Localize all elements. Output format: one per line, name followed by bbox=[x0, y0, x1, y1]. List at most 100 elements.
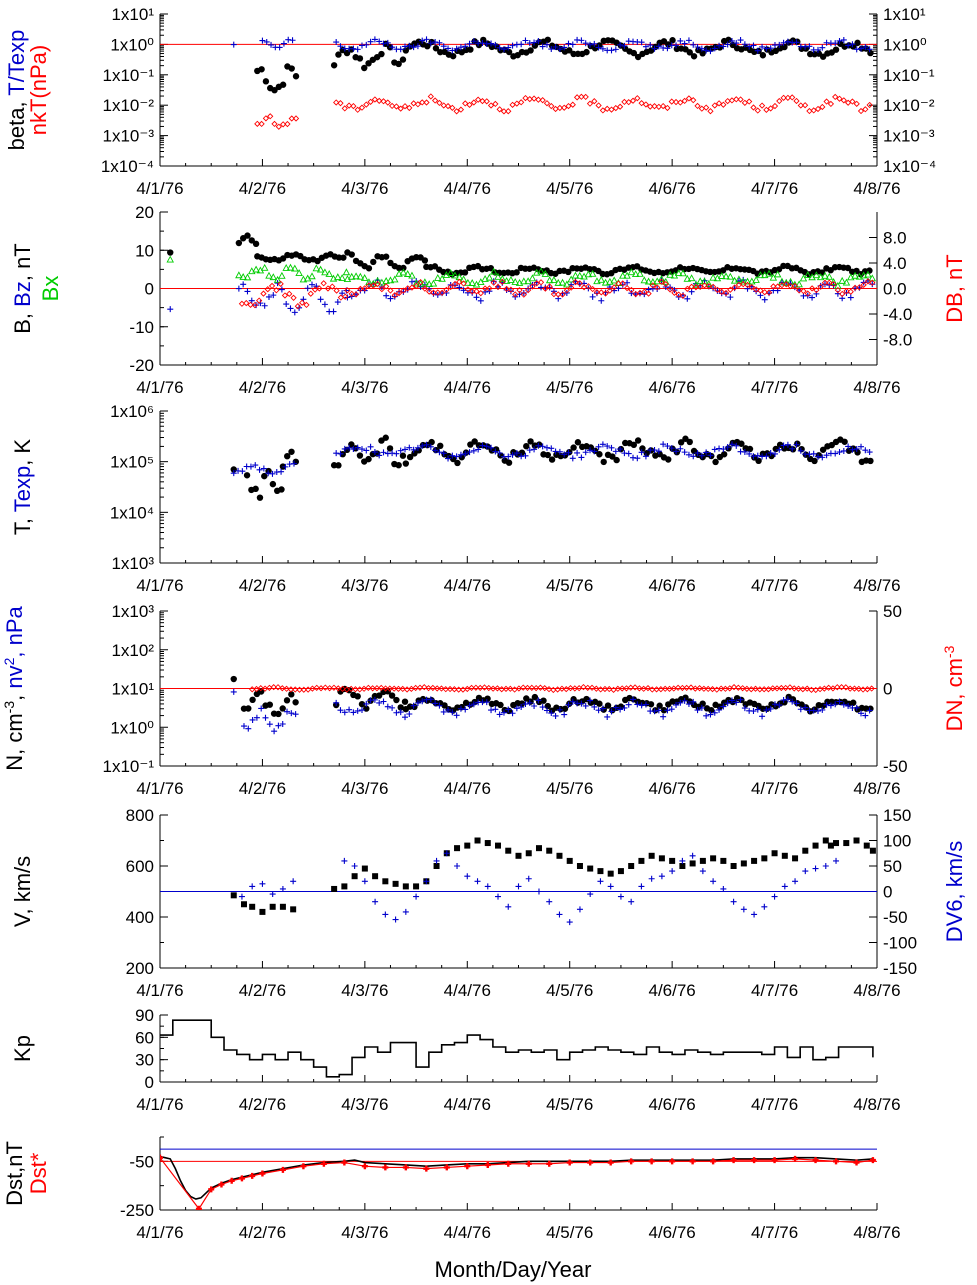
db-point bbox=[645, 290, 652, 297]
bx-point bbox=[791, 280, 799, 288]
nv2-point bbox=[608, 708, 615, 715]
beta-point bbox=[759, 52, 767, 59]
texp-point bbox=[337, 450, 344, 457]
nv2-point bbox=[763, 707, 770, 714]
texp-point bbox=[419, 442, 426, 449]
t_texp-point bbox=[741, 41, 748, 48]
dst_star-point bbox=[730, 1157, 737, 1164]
db-point bbox=[348, 290, 355, 297]
x-tick-label: 4/4/76 bbox=[444, 1095, 491, 1114]
nv2-point bbox=[414, 699, 421, 706]
t_texp-point bbox=[681, 40, 688, 47]
t_texp-point bbox=[492, 41, 499, 48]
texp-point bbox=[845, 443, 852, 450]
t-point bbox=[725, 445, 732, 452]
v-point bbox=[853, 837, 860, 844]
db-point bbox=[395, 289, 403, 297]
t_texp-point bbox=[561, 44, 568, 51]
t-point bbox=[382, 434, 389, 441]
t_texp-point bbox=[543, 41, 550, 48]
nv2-point bbox=[496, 711, 503, 718]
bx-point bbox=[403, 270, 412, 277]
series-v bbox=[230, 837, 876, 915]
db-point bbox=[787, 283, 794, 290]
db-point bbox=[281, 292, 289, 299]
bz-point bbox=[482, 288, 489, 295]
bz-point bbox=[477, 297, 484, 304]
dn-point bbox=[335, 685, 342, 692]
nkt-point bbox=[376, 97, 383, 105]
dn-point bbox=[489, 685, 497, 692]
bx-point bbox=[550, 276, 558, 283]
t-point bbox=[819, 446, 827, 453]
t-point bbox=[798, 445, 805, 453]
nv2-point bbox=[483, 699, 490, 706]
t-point bbox=[776, 441, 784, 449]
n-point bbox=[781, 699, 788, 706]
texp-point bbox=[414, 444, 421, 451]
nv2-point bbox=[492, 706, 499, 713]
dn-point bbox=[666, 685, 673, 692]
nkt-point bbox=[358, 104, 366, 111]
t_texp-point bbox=[453, 45, 460, 52]
y-tick-label: 1x10⁻² bbox=[103, 96, 155, 115]
beta-point bbox=[725, 36, 732, 44]
texp-point bbox=[690, 453, 697, 460]
nv2-point bbox=[440, 708, 447, 715]
nv2-point bbox=[832, 701, 839, 708]
y-tick-label: -50 bbox=[129, 1152, 154, 1171]
b-point bbox=[252, 240, 260, 248]
t_texp-point bbox=[526, 40, 533, 47]
v-point bbox=[679, 863, 686, 869]
t_texp-point bbox=[457, 44, 464, 51]
texp-point bbox=[625, 450, 632, 457]
v-point bbox=[464, 842, 471, 849]
t_texp-point bbox=[556, 46, 563, 53]
right-y-tick-label: -100 bbox=[883, 934, 917, 953]
beta-point bbox=[402, 47, 410, 54]
t-point bbox=[399, 452, 407, 459]
nv2-point bbox=[397, 709, 404, 716]
texp-point bbox=[694, 450, 701, 457]
bz-point bbox=[490, 278, 497, 285]
t_texp-point bbox=[419, 37, 426, 44]
db-point bbox=[752, 286, 760, 293]
t_texp-point bbox=[500, 46, 507, 53]
nv2-point bbox=[262, 714, 269, 721]
dn-point bbox=[502, 685, 510, 692]
t_texp-point bbox=[505, 44, 512, 51]
t-point bbox=[665, 456, 672, 463]
y-tick-label: 1x10² bbox=[111, 641, 154, 660]
dn-point bbox=[825, 684, 832, 691]
dn-point bbox=[511, 686, 518, 693]
db-point bbox=[447, 283, 454, 291]
nkt-point bbox=[535, 96, 542, 103]
t_texp-point bbox=[664, 45, 671, 52]
nkt-point bbox=[522, 94, 529, 102]
nkt-point bbox=[685, 95, 693, 102]
bx-point bbox=[265, 271, 273, 279]
texp-point bbox=[681, 449, 688, 456]
bx-point bbox=[434, 274, 442, 281]
right-y-tick-label: -150 bbox=[883, 959, 917, 978]
panel-dst: 4/1/76 4/2/76 4/3/76 4/4/76 4/5/76 4/6/76 4/7/… bbox=[2, 1136, 901, 1242]
x-tick-label: 4/6/76 bbox=[649, 378, 696, 397]
t_texp-point bbox=[840, 36, 847, 43]
nv2-point bbox=[389, 704, 396, 711]
x-tick-label: 4/6/76 bbox=[649, 779, 696, 798]
nkt-point bbox=[763, 106, 770, 113]
n-point bbox=[401, 698, 409, 705]
t_texp-point bbox=[819, 44, 826, 51]
t-point bbox=[712, 458, 719, 466]
v-point bbox=[505, 847, 512, 854]
nv2-point bbox=[836, 698, 843, 705]
nv2-point bbox=[840, 701, 847, 708]
right-y-tick-label: 1x10⁻³ bbox=[883, 127, 935, 146]
bx-point bbox=[356, 272, 365, 280]
texp-point bbox=[655, 448, 662, 455]
bz-point bbox=[400, 288, 407, 295]
nkt-point bbox=[853, 100, 860, 107]
nv2-point bbox=[780, 697, 787, 704]
nkt-point bbox=[694, 102, 701, 110]
nkt-point bbox=[604, 105, 611, 112]
